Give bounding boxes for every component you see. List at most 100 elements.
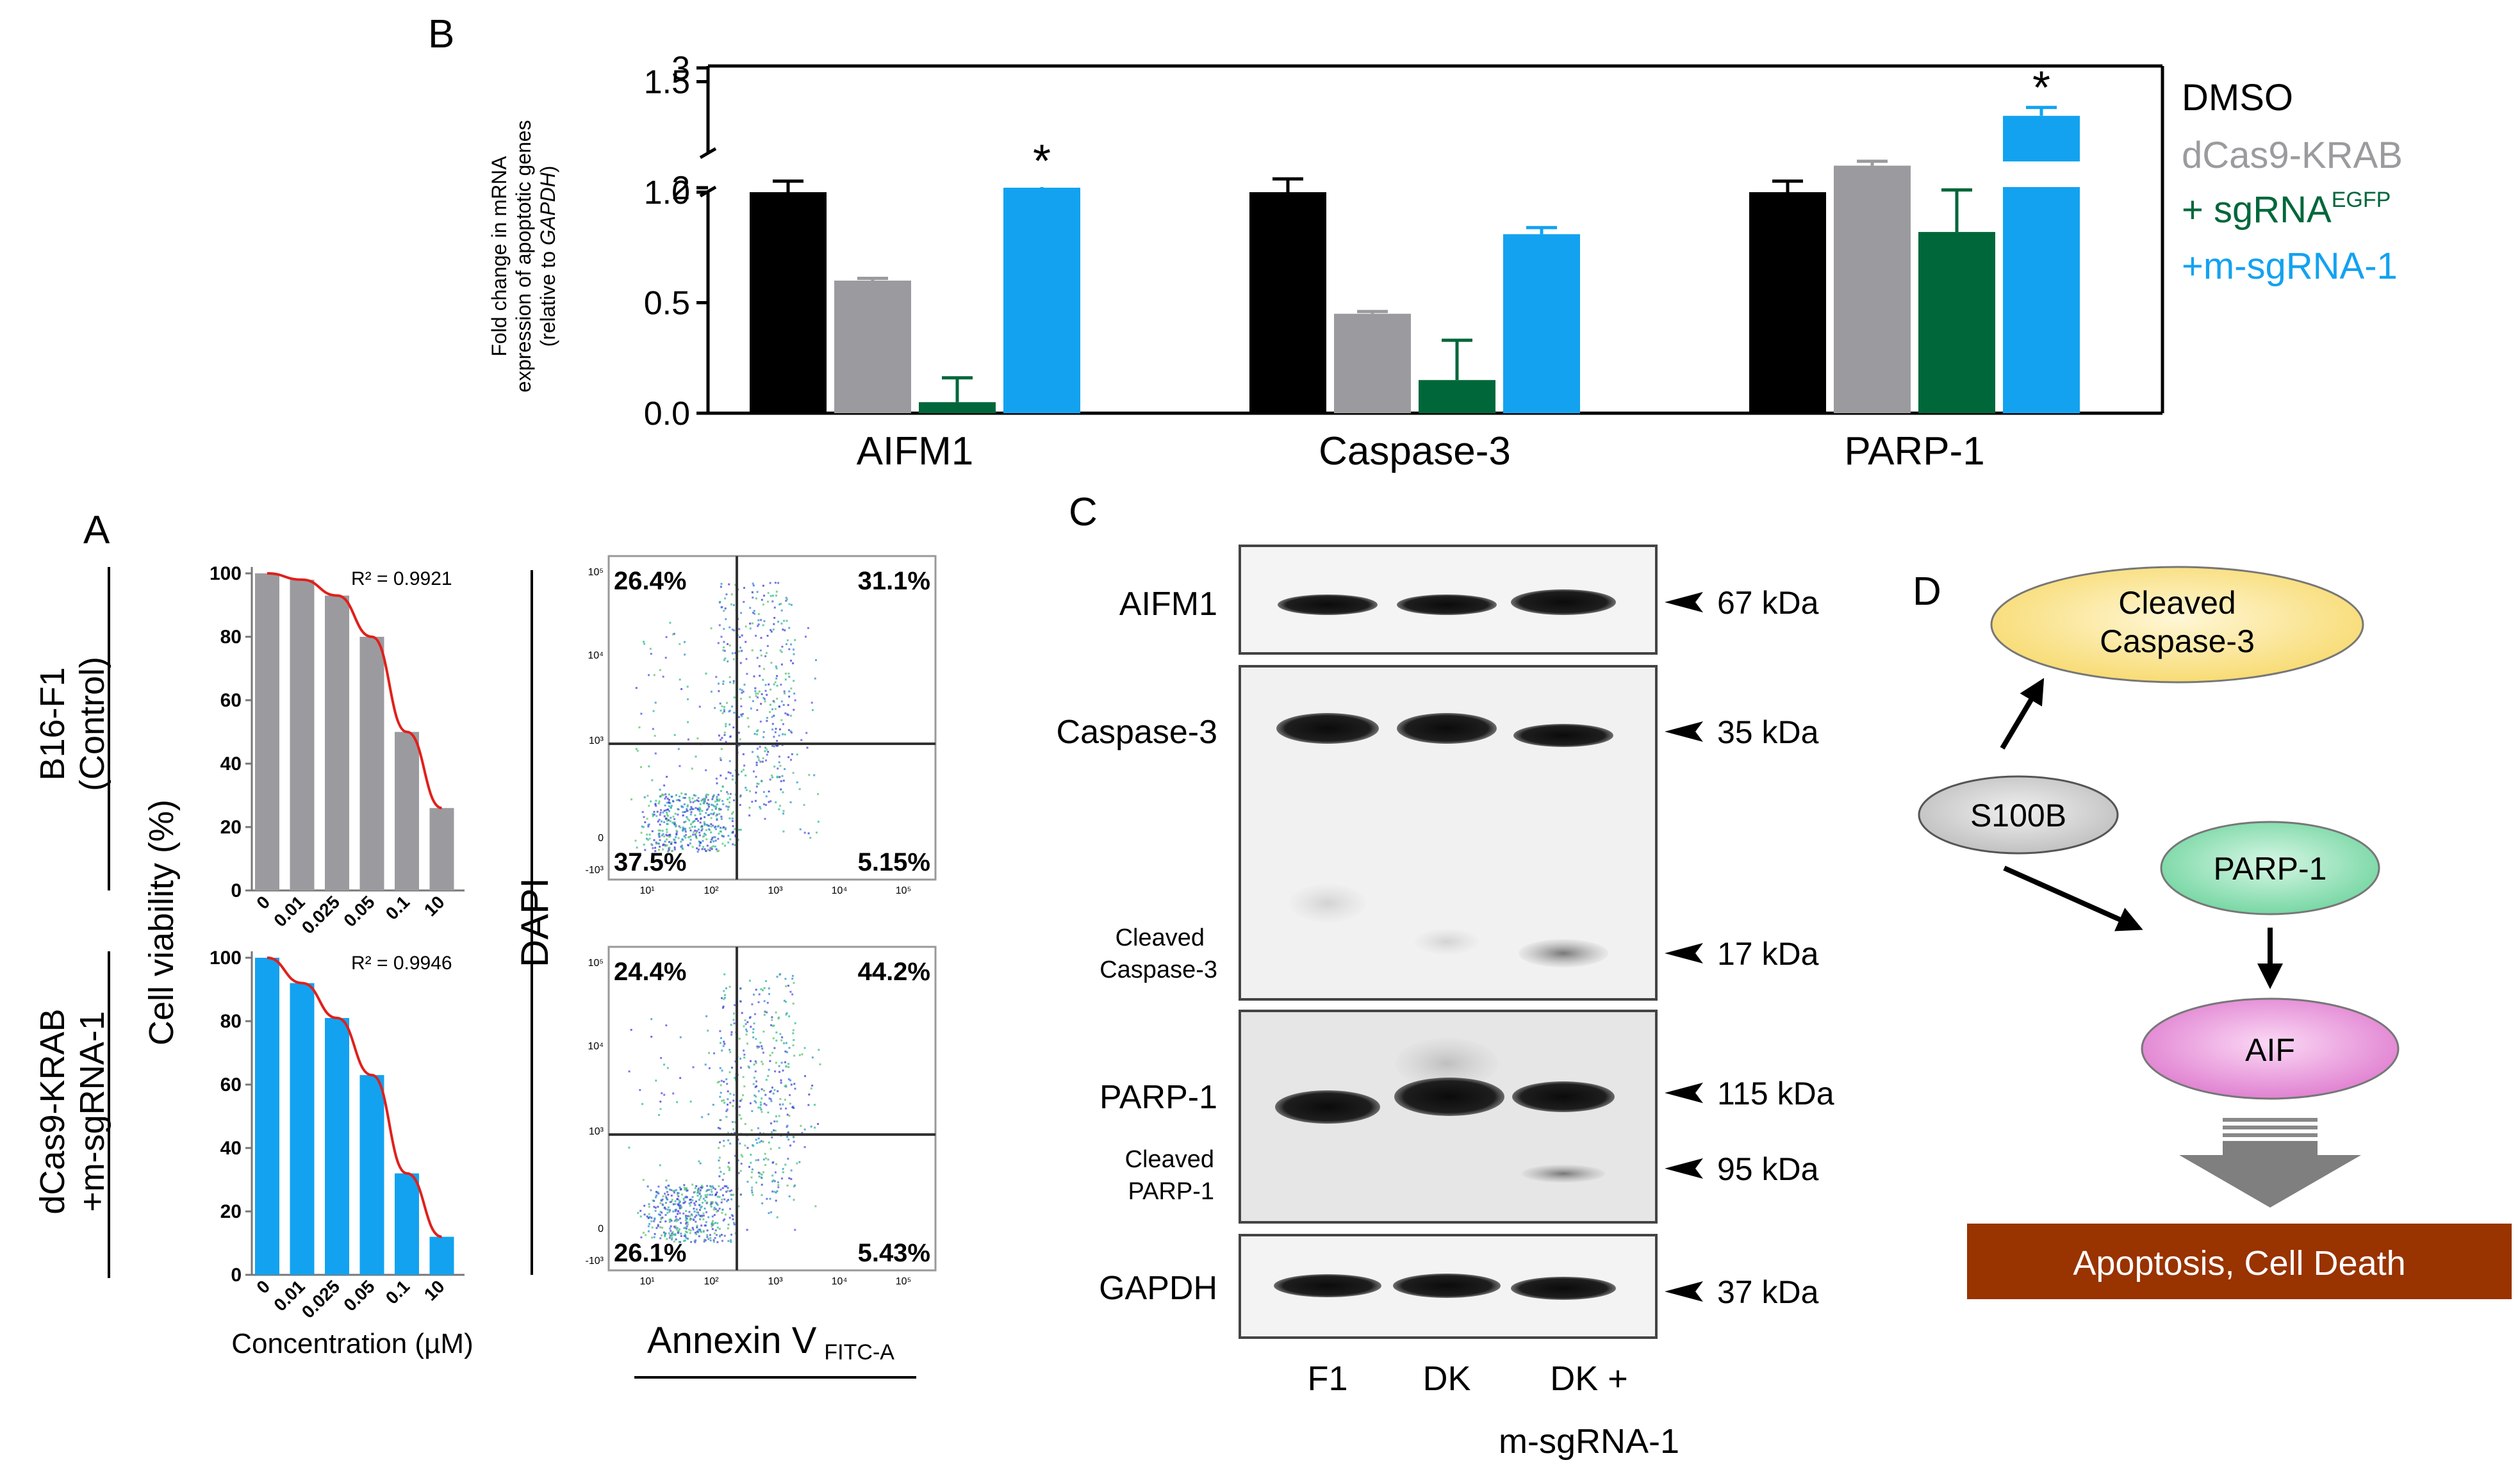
flow-dot bbox=[709, 1193, 711, 1196]
flow-dot bbox=[650, 800, 652, 803]
flow-dot bbox=[653, 839, 655, 841]
flow-dot bbox=[707, 799, 709, 801]
flow-dot bbox=[717, 642, 720, 644]
flow-dot bbox=[654, 735, 656, 737]
flow-dot bbox=[776, 775, 778, 778]
flow-dot bbox=[738, 650, 741, 653]
flow-dot bbox=[734, 584, 737, 586]
flow-dot bbox=[782, 810, 785, 812]
flow-dot bbox=[814, 1126, 816, 1129]
flow-dot bbox=[785, 600, 787, 602]
flow-dot bbox=[773, 606, 776, 609]
flow-dot bbox=[780, 788, 782, 791]
flow-dot bbox=[664, 1220, 667, 1223]
flow-dot bbox=[712, 813, 714, 816]
flow-dot bbox=[699, 1218, 701, 1220]
flow-dot bbox=[739, 738, 741, 741]
flow-dot bbox=[749, 1102, 752, 1104]
flow-dot bbox=[788, 1177, 791, 1179]
flow-dot bbox=[673, 848, 676, 851]
flow-dot bbox=[754, 687, 757, 689]
flow-y-tick: 10³ bbox=[589, 735, 604, 746]
blot-markers: 67 kDa 35 kDa 17 kDa 115 kDa 95 kDa 37 k… bbox=[1665, 585, 1834, 1310]
flow-dot bbox=[787, 1066, 790, 1069]
flow-dot bbox=[718, 798, 721, 801]
flow-dot bbox=[716, 799, 718, 801]
flow-dot bbox=[670, 805, 673, 807]
flow-dot bbox=[668, 840, 670, 843]
flow-dot bbox=[729, 1208, 731, 1210]
flow-dot bbox=[695, 1208, 698, 1211]
flow-dot bbox=[786, 1124, 789, 1127]
flow-dot bbox=[737, 1172, 740, 1174]
flow-dot bbox=[696, 1192, 699, 1194]
flow-dot bbox=[673, 1190, 676, 1192]
flow-dot bbox=[705, 829, 707, 832]
flow-dot bbox=[807, 1104, 810, 1106]
flow-dot bbox=[712, 1239, 715, 1242]
flow-dot bbox=[698, 1235, 700, 1238]
via-x-tick-label: 10 bbox=[420, 892, 449, 920]
flow-dot bbox=[748, 807, 751, 809]
flow-dot bbox=[654, 850, 657, 853]
flow-dot bbox=[718, 1208, 721, 1210]
flow-dot bbox=[643, 843, 645, 846]
flow-dot bbox=[668, 799, 670, 801]
flow-dot bbox=[696, 737, 699, 740]
flow-dot bbox=[755, 1138, 757, 1141]
flow-dot bbox=[664, 1208, 667, 1210]
flow-dot bbox=[721, 997, 723, 999]
flow-dot bbox=[682, 796, 685, 799]
flow-dot bbox=[707, 1113, 710, 1115]
flow-dot bbox=[752, 1031, 754, 1034]
flow-dot bbox=[656, 810, 659, 813]
flow-dot bbox=[706, 1229, 709, 1232]
flow-dot bbox=[755, 1080, 757, 1083]
flow-dot bbox=[692, 1218, 695, 1220]
flow-dot bbox=[729, 1071, 731, 1074]
flow-dot bbox=[658, 819, 661, 821]
flow-dot bbox=[762, 1051, 764, 1054]
flow-dot bbox=[664, 845, 667, 847]
flow-dot bbox=[767, 600, 769, 603]
bar-break-gap bbox=[1001, 161, 1083, 187]
flow-dot bbox=[659, 795, 662, 798]
flow-dot bbox=[655, 800, 657, 802]
flow-dot bbox=[742, 1076, 745, 1078]
flow-dot bbox=[770, 594, 772, 597]
flow-dot bbox=[793, 1199, 795, 1201]
flow-dot bbox=[661, 1203, 664, 1206]
flow-dot bbox=[704, 798, 706, 801]
flow-dot bbox=[817, 821, 819, 823]
flow-dot bbox=[726, 1083, 729, 1085]
via-bar bbox=[429, 1236, 454, 1275]
blot-label-gapdh: GAPDH bbox=[1099, 1270, 1217, 1307]
flow-dot bbox=[651, 830, 654, 832]
flow-dot bbox=[771, 1019, 773, 1021]
flow-dot bbox=[757, 619, 760, 621]
flow-dot bbox=[755, 730, 758, 732]
flow-dot bbox=[700, 829, 703, 832]
flow-dot bbox=[715, 1193, 717, 1196]
flow-dot bbox=[750, 1161, 752, 1164]
flow-dot bbox=[766, 748, 768, 751]
flow-dot bbox=[739, 662, 742, 664]
flow-dot bbox=[761, 693, 763, 696]
flow-dot bbox=[663, 1231, 665, 1234]
via-bar bbox=[290, 579, 315, 890]
flow-dot bbox=[754, 690, 757, 693]
flow-dot bbox=[752, 582, 754, 585]
flow-dot bbox=[719, 702, 721, 705]
flow-dot bbox=[788, 675, 791, 678]
flow-dot bbox=[661, 1198, 664, 1201]
flow-dot bbox=[761, 1045, 763, 1047]
flow-dot bbox=[715, 806, 718, 808]
flow-dot bbox=[777, 1017, 780, 1020]
flow-dot bbox=[659, 839, 661, 841]
flow-dot bbox=[729, 723, 731, 726]
flow-dot bbox=[711, 846, 713, 849]
flow-dot bbox=[752, 584, 755, 587]
flow-dot bbox=[707, 1029, 709, 1032]
flow-dot bbox=[663, 1063, 665, 1066]
flow-dot bbox=[718, 1195, 721, 1198]
